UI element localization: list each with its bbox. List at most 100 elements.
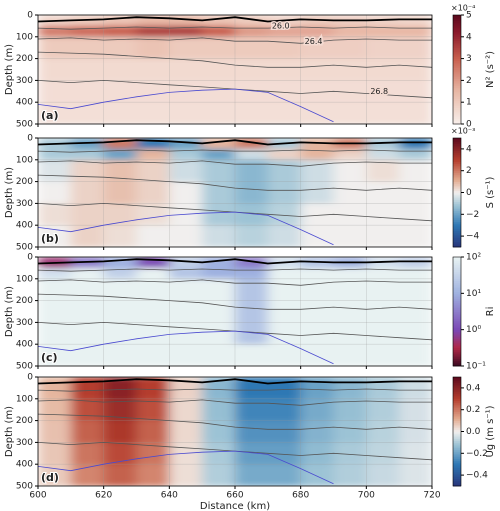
colorbar-step	[453, 34, 461, 38]
colorbar: −4 −2 0 2 4 ×10⁻³ S (s⁻¹)	[451, 127, 496, 248]
cell	[70, 148, 105, 161]
colorbar-step	[453, 76, 461, 79]
colorbar-step	[453, 440, 461, 443]
colorbar-step	[453, 102, 461, 105]
cell	[300, 203, 334, 226]
cell	[235, 300, 269, 323]
colorbar-step	[453, 351, 461, 354]
colorbar-step	[453, 157, 461, 161]
cell	[136, 387, 170, 400]
cell	[169, 387, 203, 400]
colorbar-step	[453, 404, 461, 407]
cell	[235, 58, 269, 81]
cell	[333, 25, 367, 38]
colorbar-step	[453, 159, 461, 163]
contour-line	[38, 88, 334, 123]
colorbar-step	[453, 264, 461, 267]
colorbar-step	[453, 104, 461, 107]
colorbar-offset: ×10⁻³	[451, 127, 475, 136]
cell	[202, 398, 236, 422]
colorbar-step	[453, 33, 461, 36]
colorbar-step	[453, 318, 461, 321]
colorbar-step	[453, 27, 461, 30]
y-tick-label: 300	[16, 76, 33, 86]
colorbar-step	[453, 273, 461, 276]
colorbar-step	[453, 275, 461, 278]
cell	[267, 159, 302, 183]
colorbar-tick-label: 10⁻¹	[466, 362, 486, 372]
colorbar-step	[453, 118, 461, 121]
cell	[366, 464, 400, 486]
cell	[267, 464, 302, 486]
cell	[399, 25, 432, 38]
cell	[235, 181, 269, 204]
colorbar-tick-label: 10¹	[466, 289, 481, 299]
colorbar-step	[453, 54, 461, 58]
cell	[235, 138, 269, 150]
cell	[399, 225, 432, 247]
contour-line	[38, 330, 334, 365]
colorbar-step	[453, 335, 461, 338]
colorbar-step	[453, 293, 461, 296]
colorbar-step	[453, 433, 461, 436]
colorbar-tick-label: 3	[466, 54, 472, 64]
cell	[399, 387, 432, 400]
cell	[202, 138, 236, 150]
contour-line	[38, 388, 432, 392]
colorbar-step	[453, 456, 461, 460]
y-tick-label: 300	[16, 199, 33, 209]
colorbar-step	[453, 183, 461, 186]
cell	[169, 267, 203, 280]
cell	[103, 138, 137, 150]
colorbar-step	[453, 286, 461, 289]
cell	[103, 267, 137, 280]
cell	[399, 138, 432, 150]
y-tick-label: 300	[16, 438, 33, 448]
cell	[169, 102, 203, 124]
cell	[136, 225, 170, 247]
colorbar-tick-label: 0.2	[466, 405, 480, 415]
colorbar-tick-label: 2	[466, 166, 472, 176]
cell	[235, 278, 269, 302]
cell	[38, 322, 72, 345]
cell	[103, 15, 137, 27]
colorbar-tick-label: −2	[466, 210, 479, 220]
y-tick-label: 200	[16, 54, 33, 64]
colorbar-step	[453, 342, 461, 345]
colorbar-step	[453, 409, 461, 412]
colorbar-frame	[452, 256, 462, 367]
colorbar-step	[453, 85, 461, 89]
cell	[103, 377, 137, 389]
colorbar-step	[453, 482, 461, 485]
cell	[300, 181, 334, 204]
cell	[136, 25, 170, 38]
contour-line	[38, 268, 432, 272]
colorbar-step	[453, 141, 461, 144]
colorbar-step	[453, 407, 461, 411]
cell	[333, 278, 367, 302]
colorbar-step	[453, 100, 461, 103]
colorbar-step	[453, 94, 461, 98]
colorbar-step	[453, 327, 461, 331]
colorbar-tick-label: −0.4	[466, 471, 488, 481]
cell	[366, 25, 400, 38]
cell	[169, 420, 203, 443]
colorbar-step	[453, 44, 461, 47]
colorbar-step	[453, 449, 461, 452]
cell	[333, 148, 367, 161]
colorbar-step	[453, 51, 461, 54]
cell	[267, 267, 302, 280]
cell	[136, 257, 170, 269]
cell	[267, 36, 302, 60]
cell	[38, 300, 72, 323]
colorbar-step	[453, 326, 461, 329]
cell	[235, 203, 269, 226]
colorbar-step	[453, 163, 461, 166]
cell	[136, 15, 170, 27]
cell	[169, 36, 203, 60]
cell	[103, 148, 137, 161]
colorbar-step	[453, 416, 461, 420]
colorbar-tick-label: 10²	[466, 253, 481, 263]
colorbar-step	[453, 447, 461, 451]
